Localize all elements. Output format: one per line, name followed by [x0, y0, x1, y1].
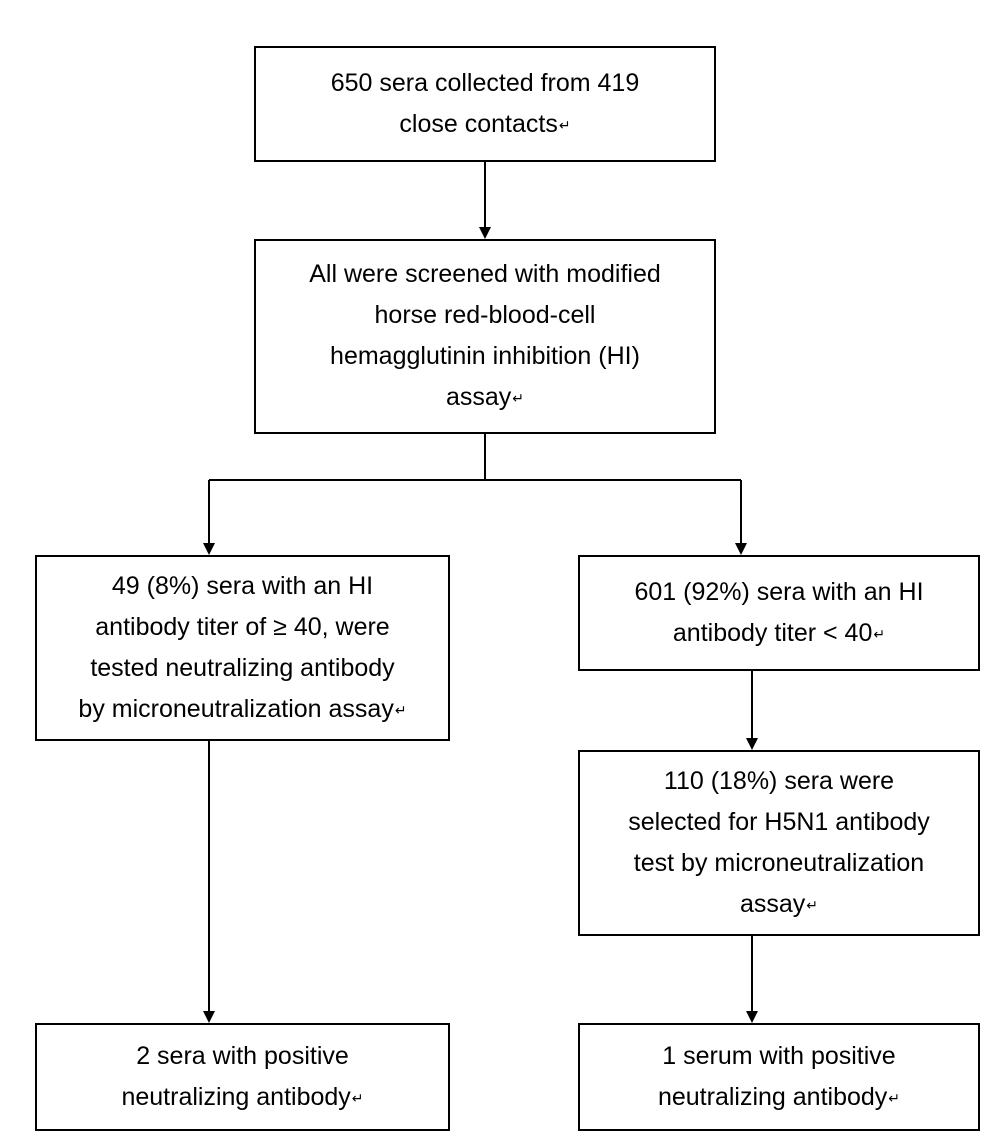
box-hi-screening: All were screened with modified horse re… [254, 239, 716, 434]
box-h5n1-selected-line-2: selected for H5N1 antibody [628, 807, 930, 836]
return-mark-icon: ↵ [351, 1089, 364, 1106]
box-positive-left-line-1: 2 sera with positive [136, 1041, 349, 1070]
box-sera-collected-line-2: close contacts [399, 109, 558, 138]
return-mark-icon: ↵ [888, 1089, 901, 1106]
return-mark-icon: ↵ [512, 390, 525, 406]
box-h5n1-selected-line-1: 110 (18%) sera were [663, 766, 895, 795]
box-hi-screening-line-4: assay [445, 383, 512, 411]
box-sera-collected: 650 sera collected from 419 close contac… [254, 46, 716, 162]
box-h5n1-selected: 110 (18%) sera were selected for H5N1 an… [578, 750, 980, 936]
box-h5n1-selected-line-4: assay [739, 889, 806, 918]
box-high-titer-line-1: 49 (8%) sera with an HI [111, 571, 374, 600]
box-sera-collected-line-1: 650 sera collected from 419 [330, 68, 640, 97]
box-positive-right-line-2: neutralizing antibody [657, 1082, 888, 1111]
box-hi-screening-line-1: All were screened with modified [309, 260, 661, 288]
box-high-titer: 49 (8%) sera with an HI antibody titer o… [35, 555, 450, 741]
box-hi-screening-line-3: hemagglutinin inhibition (HI) [330, 342, 640, 370]
box-positive-left-line-2: neutralizing antibody [121, 1082, 351, 1111]
box-low-titer-line-2: antibody titer < 40 [672, 618, 873, 647]
box-h5n1-selected-line-3: test by microneutralization [633, 848, 925, 877]
box-positive-left: 2 sera with positive neutralizing antibo… [35, 1023, 450, 1131]
box-low-titer: 601 (92%) sera with an HI antibody titer… [578, 555, 980, 671]
return-mark-icon: ↵ [873, 625, 886, 642]
box-positive-right-line-1: 1 serum with positive [662, 1041, 896, 1070]
return-mark-icon: ↵ [806, 896, 819, 913]
return-mark-icon: ↵ [558, 116, 571, 133]
box-high-titer-line-2: antibody titer of ≥ 40, were [95, 612, 390, 641]
return-mark-icon: ↵ [394, 701, 407, 718]
box-positive-right: 1 serum with positive neutralizing antib… [578, 1023, 980, 1131]
box-high-titer-line-4: by microneutralization assay [78, 694, 394, 723]
box-high-titer-line-3: tested neutralizing antibody [90, 653, 395, 682]
box-low-titer-line-1: 601 (92%) sera with an HI [634, 577, 924, 606]
box-hi-screening-line-2: horse red-blood-cell [374, 301, 596, 329]
